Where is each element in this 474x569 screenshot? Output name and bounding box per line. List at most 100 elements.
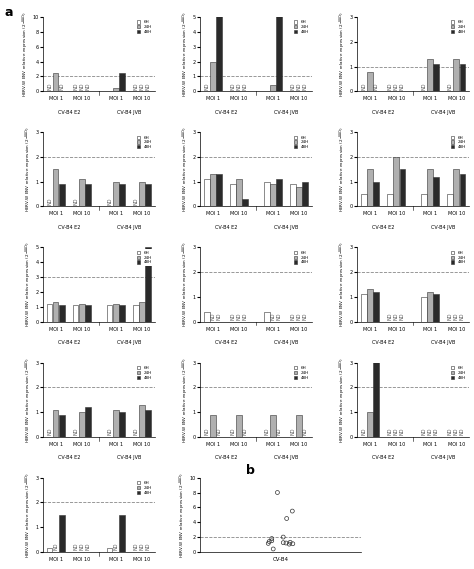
Bar xyxy=(85,407,91,437)
Text: ND: ND xyxy=(139,543,145,550)
Text: ND: ND xyxy=(428,428,433,435)
Text: ND: ND xyxy=(434,428,439,435)
Bar xyxy=(113,182,118,207)
Y-axis label: HERV-W ENV relative expression (2$^{-\Delta\Delta Ct}$): HERV-W ENV relative expression (2$^{-\De… xyxy=(24,126,34,212)
Text: CV-B4 JVB: CV-B4 JVB xyxy=(117,225,141,230)
Text: ND: ND xyxy=(113,543,118,550)
Text: CV-B4 E2: CV-B4 E2 xyxy=(215,110,237,115)
Bar xyxy=(107,548,112,552)
Text: ND: ND xyxy=(243,83,247,90)
Legend: 6H, 24H, 48H: 6H, 24H, 48H xyxy=(450,19,467,35)
Bar xyxy=(210,174,216,207)
Text: ND: ND xyxy=(217,312,221,320)
Bar xyxy=(119,515,125,552)
Bar xyxy=(210,61,216,92)
Bar xyxy=(361,294,367,321)
Text: ND: ND xyxy=(400,312,405,320)
Text: ND: ND xyxy=(271,312,275,320)
Bar xyxy=(79,179,84,207)
Bar xyxy=(59,306,64,321)
Text: ND: ND xyxy=(47,197,52,205)
Text: CV-B4 JVB: CV-B4 JVB xyxy=(117,340,141,345)
Legend: 6H, 24H, 48H: 6H, 24H, 48H xyxy=(136,365,153,381)
Text: b: b xyxy=(246,464,255,477)
Bar xyxy=(290,184,296,207)
Text: ND: ND xyxy=(146,83,150,90)
Text: ND: ND xyxy=(302,83,308,90)
Legend: 6H, 24H, 48H: 6H, 24H, 48H xyxy=(136,480,153,496)
Legend: 6H, 24H, 48H: 6H, 24H, 48H xyxy=(293,365,310,381)
Text: ND: ND xyxy=(133,83,138,90)
Bar xyxy=(374,182,379,207)
Text: ND: ND xyxy=(230,312,236,320)
Bar xyxy=(447,194,453,207)
Text: CV-B4 JVB: CV-B4 JVB xyxy=(274,340,298,345)
Text: CV-B4 JVB: CV-B4 JVB xyxy=(274,455,298,460)
Bar xyxy=(276,179,282,207)
Bar xyxy=(454,170,459,207)
Text: ND: ND xyxy=(302,312,308,320)
Text: ND: ND xyxy=(47,83,52,90)
Text: ND: ND xyxy=(59,83,64,90)
Bar xyxy=(296,187,302,207)
Bar xyxy=(270,414,276,437)
Bar xyxy=(119,184,125,207)
Text: ND: ND xyxy=(421,83,427,90)
Text: ND: ND xyxy=(230,428,236,435)
Text: ND: ND xyxy=(146,543,150,550)
Text: ND: ND xyxy=(79,543,84,550)
Bar xyxy=(428,59,433,92)
Text: CV-B4 JVB: CV-B4 JVB xyxy=(431,110,456,115)
Bar xyxy=(139,182,145,207)
Y-axis label: HERV-W ENV relative expression (2$^{-\Delta\Delta Ct}$): HERV-W ENV relative expression (2$^{-\De… xyxy=(181,11,191,97)
Bar xyxy=(216,0,222,92)
Text: ND: ND xyxy=(291,428,295,435)
Bar xyxy=(107,306,112,321)
Text: ND: ND xyxy=(79,83,84,90)
Text: ND: ND xyxy=(460,312,465,320)
Text: ND: ND xyxy=(73,83,78,90)
Bar xyxy=(59,414,64,437)
Bar xyxy=(210,414,216,437)
Point xyxy=(268,534,275,543)
Point xyxy=(286,538,294,547)
Bar xyxy=(145,410,151,437)
Text: ND: ND xyxy=(217,428,221,435)
Text: ND: ND xyxy=(237,83,241,90)
Y-axis label: HERV-W ENV relative expression (2$^{-\Delta\Delta Ct}$): HERV-W ENV relative expression (2$^{-\De… xyxy=(181,357,191,443)
Bar xyxy=(139,302,145,321)
Bar xyxy=(204,312,210,321)
Bar xyxy=(270,85,276,92)
Bar xyxy=(230,184,236,207)
Bar xyxy=(119,73,125,92)
Text: CV-B4 JVB: CV-B4 JVB xyxy=(431,455,456,460)
Text: ND: ND xyxy=(264,428,269,435)
Text: CV-B4 E2: CV-B4 E2 xyxy=(372,340,394,345)
Y-axis label: HERV-W ENV relative expression (2$^{-\Delta\Delta Ct}$): HERV-W ENV relative expression (2$^{-\De… xyxy=(338,357,348,443)
Text: ND: ND xyxy=(454,312,459,320)
Bar xyxy=(393,157,399,207)
Y-axis label: HERV-W ENV relative expression (2$^{-\Delta\Delta Ct}$): HERV-W ENV relative expression (2$^{-\De… xyxy=(181,241,191,328)
Bar xyxy=(296,414,302,437)
Bar xyxy=(374,338,379,437)
Text: CV-B4 E2: CV-B4 E2 xyxy=(372,225,394,230)
Text: ND: ND xyxy=(400,428,405,435)
Point xyxy=(273,488,281,497)
Text: ND: ND xyxy=(460,428,465,435)
Bar xyxy=(79,304,84,321)
Text: ND: ND xyxy=(362,428,366,435)
Text: ND: ND xyxy=(243,312,247,320)
Bar xyxy=(400,170,405,207)
Bar xyxy=(264,182,270,207)
Bar xyxy=(428,292,433,321)
Bar xyxy=(113,304,118,321)
Bar xyxy=(276,10,282,92)
Bar xyxy=(53,73,58,92)
Bar xyxy=(113,88,118,92)
Bar xyxy=(79,412,84,437)
Text: ND: ND xyxy=(107,197,112,205)
Bar xyxy=(374,292,379,321)
Text: ND: ND xyxy=(243,428,247,435)
Text: ND: ND xyxy=(400,83,405,90)
Bar xyxy=(264,312,270,321)
